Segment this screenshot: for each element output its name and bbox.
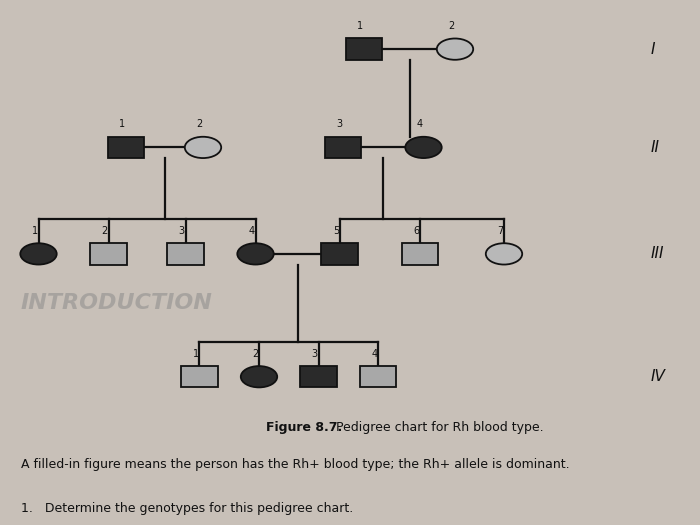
Bar [90,243,127,265]
Text: I: I [651,41,655,57]
Circle shape [20,243,57,265]
Text: IV: IV [651,369,666,384]
Text: 4: 4 [248,226,255,236]
Bar [325,137,361,158]
Text: 3: 3 [312,349,318,359]
Text: A filled-in figure means the person has the Rh+ blood type; the Rh+ allele is do: A filled-in figure means the person has … [21,458,570,471]
Text: 7: 7 [497,226,503,236]
Text: III: III [651,246,664,261]
Text: 4: 4 [416,119,423,129]
Bar [181,366,218,387]
Circle shape [486,243,522,265]
Circle shape [237,243,274,265]
Text: 3: 3 [178,226,185,236]
Text: 4: 4 [371,349,377,359]
Text: 1: 1 [193,349,199,359]
Bar [346,38,382,60]
Text: II: II [651,140,660,155]
Text: 1.   Determine the genotypes for this pedigree chart.: 1. Determine the genotypes for this pedi… [21,502,354,515]
Circle shape [185,137,221,158]
Text: 2: 2 [196,119,202,129]
Bar [402,243,438,265]
Circle shape [405,137,442,158]
Bar [321,243,358,265]
Text: Pedigree chart for Rh blood type.: Pedigree chart for Rh blood type. [332,421,544,434]
Circle shape [241,366,277,387]
Text: 1: 1 [32,226,38,236]
Text: 6: 6 [413,226,419,236]
Bar [167,243,204,265]
Bar [360,366,396,387]
Text: 1: 1 [119,119,125,129]
Text: INTRODUCTION: INTRODUCTION [21,293,213,313]
Text: 3: 3 [336,119,342,129]
Text: 2: 2 [102,226,108,236]
Bar [108,137,144,158]
Text: 2: 2 [252,349,258,359]
Text: 2: 2 [448,21,454,31]
Text: 5: 5 [332,226,339,236]
Text: 1: 1 [357,21,363,31]
Circle shape [437,38,473,60]
Bar [300,366,337,387]
Text: Figure 8.7.: Figure 8.7. [266,421,342,434]
